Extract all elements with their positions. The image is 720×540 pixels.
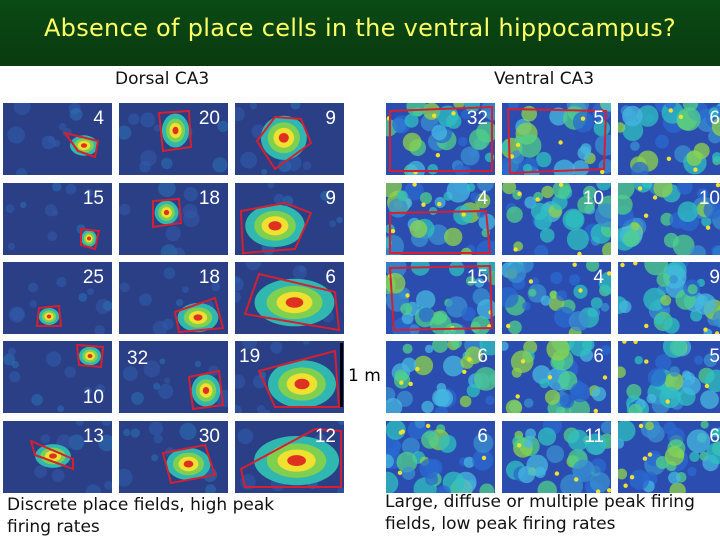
ventral-firing-map: 10 — [618, 183, 720, 255]
heatmap-image — [386, 421, 495, 493]
heatmap-image — [235, 262, 344, 334]
peak-rate-label: 15 — [466, 267, 488, 288]
ventral-caption: Large, diffuse or multiple peak firing f… — [385, 492, 695, 534]
heatmap-image — [386, 341, 495, 413]
peak-rate-label: 30 — [198, 426, 220, 447]
dorsal-firing-map: 13 — [3, 421, 112, 493]
peak-rate-label: 25 — [82, 267, 104, 288]
ventral-ca3-label: Ventral CA3 — [494, 69, 595, 89]
dorsal-firing-map: 15 — [3, 183, 112, 255]
dorsal-firing-map: 32 — [119, 341, 228, 413]
ventral-firing-map: 9 — [618, 262, 720, 334]
peak-rate-label: 11 — [584, 426, 604, 447]
slide-title: Absence of place cells in the ventral hi… — [43, 14, 677, 42]
peak-rate-label: 6 — [477, 426, 488, 447]
heatmap-image — [119, 421, 228, 493]
heatmap-image — [3, 103, 112, 175]
ventral-firing-map: 32 — [386, 103, 495, 175]
ventral-firing-map: 6 — [386, 341, 495, 413]
peak-rate-label: 19 — [239, 346, 261, 367]
peak-rate-label: 15 — [82, 188, 104, 209]
peak-rate-label: 6 — [709, 108, 720, 129]
heatmap-image — [119, 341, 228, 413]
peak-rate-label: 10 — [582, 188, 604, 209]
ventral-firing-map: 5 — [618, 341, 720, 413]
dorsal-ca3-label: Dorsal CA3 — [115, 69, 210, 89]
heatmap-image — [502, 103, 611, 175]
scale-bar — [340, 343, 343, 407]
ventral-firing-map: 4 — [386, 183, 495, 255]
heatmap-image — [235, 341, 344, 413]
ventral-firing-map: 5 — [502, 103, 611, 175]
peak-rate-label: 18 — [198, 188, 220, 209]
peak-rate-label: 5 — [709, 346, 720, 367]
heatmap-image — [119, 262, 228, 334]
peak-rate-label: 20 — [198, 108, 220, 129]
heatmap-image — [235, 183, 344, 255]
ventral-firing-map: 6 — [618, 421, 720, 493]
dorsal-firing-map: 4 — [3, 103, 112, 175]
peak-rate-label: 9 — [709, 267, 720, 288]
heatmap-image — [235, 421, 344, 493]
peak-rate-label: 10 — [698, 188, 720, 209]
dorsal-firing-map: 20 — [119, 103, 228, 175]
dorsal-firing-map: 9 — [235, 183, 344, 255]
dorsal-firing-map: 18 — [119, 262, 228, 334]
peak-rate-label: 4 — [477, 188, 488, 209]
ventral-firing-map: 10 — [502, 183, 611, 255]
heatmap-image — [386, 262, 495, 334]
heatmap-image — [235, 103, 344, 175]
heatmap-image — [3, 421, 112, 493]
heatmap-image — [386, 103, 495, 175]
dorsal-firing-map: 10 — [3, 341, 112, 413]
dorsal-firing-map: 25 — [3, 262, 112, 334]
dorsal-firing-map: 18 — [119, 183, 228, 255]
peak-rate-label: 6 — [477, 346, 488, 367]
heatmap-image — [502, 183, 611, 255]
ventral-firing-map: 6 — [618, 103, 720, 175]
ventral-firing-map: 6 — [502, 341, 611, 413]
heatmap-image — [3, 341, 112, 413]
heatmap-image — [502, 262, 611, 334]
dorsal-firing-map: 19 — [235, 341, 344, 413]
peak-rate-label: 5 — [593, 108, 604, 129]
peak-rate-label: 4 — [93, 108, 104, 129]
ventral-firing-map: 6 — [386, 421, 495, 493]
peak-rate-label: 6 — [709, 426, 720, 447]
dorsal-firing-map: 6 — [235, 262, 344, 334]
ventral-firing-map: 11 — [502, 421, 611, 493]
peak-rate-label: 32 — [466, 108, 488, 129]
title-bar — [0, 0, 720, 66]
peak-rate-label: 13 — [82, 426, 104, 447]
heatmap-image — [119, 103, 228, 175]
dorsal-firing-map: 9 — [235, 103, 344, 175]
heatmap-image — [386, 183, 495, 255]
dorsal-firing-map: 30 — [119, 421, 228, 493]
heatmap-image — [618, 421, 720, 493]
dorsal-caption: Discrete place fields, high peak firing … — [7, 495, 275, 537]
heatmap-image — [618, 262, 720, 334]
ventral-firing-map: 15 — [386, 262, 495, 334]
dorsal-firing-map: 12 — [235, 421, 344, 493]
peak-rate-label: 10 — [82, 387, 104, 408]
heatmap-image — [502, 341, 611, 413]
heatmap-image — [3, 262, 112, 334]
heatmap-image — [618, 183, 720, 255]
peak-rate-label: 18 — [198, 267, 220, 288]
scale-label: 1 m — [348, 366, 381, 386]
heatmap-image — [618, 103, 720, 175]
peak-rate-label: 12 — [314, 426, 336, 447]
peak-rate-label: 4 — [593, 267, 604, 288]
peak-rate-label: 9 — [325, 188, 336, 209]
peak-rate-label: 6 — [593, 346, 604, 367]
peak-rate-label: 9 — [325, 108, 336, 129]
heatmap-image — [618, 341, 720, 413]
ventral-firing-map: 4 — [502, 262, 611, 334]
heatmap-image — [502, 421, 611, 493]
peak-rate-label: 6 — [325, 267, 336, 288]
heatmap-image — [119, 183, 228, 255]
heatmap-image — [3, 183, 112, 255]
peak-rate-label: 32 — [127, 348, 149, 369]
